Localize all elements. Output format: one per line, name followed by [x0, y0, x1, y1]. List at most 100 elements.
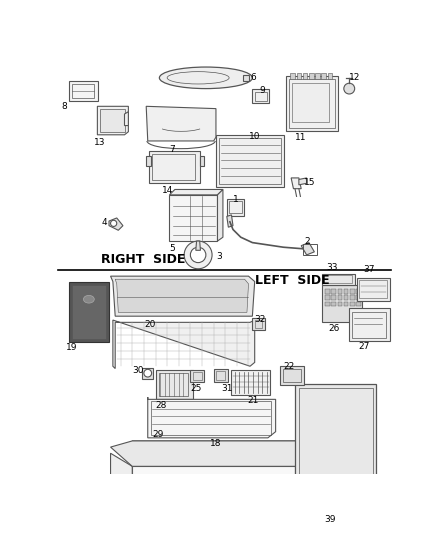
Bar — [349, 309, 389, 341]
Bar — [299, 388, 372, 510]
Bar — [100, 109, 125, 132]
Polygon shape — [115, 279, 248, 312]
Ellipse shape — [159, 67, 252, 88]
Bar — [279, 366, 304, 385]
Text: RIGHT  SIDE: RIGHT SIDE — [101, 253, 186, 265]
Bar — [255, 92, 267, 101]
Bar — [357, 278, 389, 301]
Text: 12: 12 — [349, 73, 360, 82]
Polygon shape — [148, 397, 276, 438]
Bar — [72, 84, 93, 98]
Text: 32: 32 — [255, 314, 266, 324]
Bar — [231, 370, 270, 395]
Bar — [338, 302, 342, 306]
Bar — [297, 73, 301, 79]
Text: 4: 4 — [101, 218, 107, 227]
Bar — [325, 302, 330, 306]
Text: 14: 14 — [162, 185, 173, 195]
Bar — [356, 302, 361, 306]
Bar — [283, 368, 301, 382]
Polygon shape — [196, 241, 201, 251]
Circle shape — [184, 241, 212, 269]
Bar — [356, 289, 361, 294]
Text: 6: 6 — [250, 73, 256, 82]
Bar — [286, 76, 339, 131]
Bar — [159, 373, 188, 396]
Text: 9: 9 — [259, 85, 265, 94]
Polygon shape — [299, 178, 307, 185]
Text: 37: 37 — [363, 265, 374, 274]
Bar — [191, 370, 204, 382]
Text: 29: 29 — [152, 430, 164, 439]
Bar — [216, 371, 225, 380]
Polygon shape — [124, 112, 128, 126]
Text: 39: 39 — [325, 515, 336, 524]
Text: 2: 2 — [304, 237, 310, 246]
Text: 11: 11 — [295, 133, 307, 142]
Polygon shape — [170, 189, 223, 195]
Polygon shape — [110, 441, 317, 466]
Text: 19: 19 — [66, 343, 77, 352]
Bar — [200, 156, 204, 166]
Text: 26: 26 — [328, 324, 340, 333]
Bar — [350, 302, 355, 306]
Text: 28: 28 — [155, 401, 167, 410]
Bar — [332, 295, 336, 300]
Bar — [321, 73, 326, 79]
Bar — [193, 373, 202, 380]
Bar — [325, 295, 330, 300]
Bar — [243, 75, 249, 81]
Text: 3: 3 — [216, 252, 222, 261]
Polygon shape — [170, 195, 218, 241]
Bar — [338, 289, 342, 294]
Bar — [322, 274, 355, 285]
Bar — [214, 368, 228, 382]
Bar — [152, 154, 195, 180]
Bar — [309, 73, 314, 79]
Text: 7: 7 — [170, 145, 175, 154]
Circle shape — [110, 220, 117, 227]
Polygon shape — [97, 106, 128, 135]
Text: 15: 15 — [304, 178, 316, 187]
Bar — [295, 384, 376, 513]
Text: 27: 27 — [359, 342, 370, 351]
Bar — [356, 295, 361, 300]
Bar — [303, 73, 307, 79]
Polygon shape — [110, 276, 255, 316]
Bar — [332, 289, 336, 294]
Bar — [344, 289, 349, 294]
Bar — [338, 295, 342, 300]
Bar — [344, 302, 349, 306]
Circle shape — [344, 83, 355, 94]
Bar — [69, 81, 98, 101]
Bar — [352, 312, 386, 338]
Bar — [350, 295, 355, 300]
Text: 25: 25 — [191, 384, 202, 393]
Text: 18: 18 — [210, 439, 221, 448]
Bar — [69, 281, 109, 342]
Bar — [359, 280, 387, 298]
Bar — [255, 320, 262, 328]
Bar — [219, 138, 281, 184]
Bar — [142, 368, 153, 378]
Bar — [149, 151, 200, 183]
Bar — [332, 302, 336, 306]
Text: 21: 21 — [247, 396, 258, 405]
Bar — [154, 401, 194, 429]
Text: 8: 8 — [61, 102, 67, 111]
Polygon shape — [146, 106, 216, 141]
Bar — [289, 78, 336, 128]
Bar — [155, 370, 193, 399]
Bar — [292, 83, 329, 122]
Ellipse shape — [83, 295, 94, 303]
Circle shape — [73, 520, 83, 529]
Text: 33: 33 — [326, 263, 338, 271]
Polygon shape — [132, 466, 295, 533]
Polygon shape — [63, 532, 107, 533]
Text: 10: 10 — [248, 132, 260, 141]
Text: 20: 20 — [144, 320, 155, 329]
Bar — [229, 201, 241, 213]
Bar — [325, 289, 330, 294]
Bar — [303, 244, 317, 255]
Bar — [151, 401, 271, 435]
